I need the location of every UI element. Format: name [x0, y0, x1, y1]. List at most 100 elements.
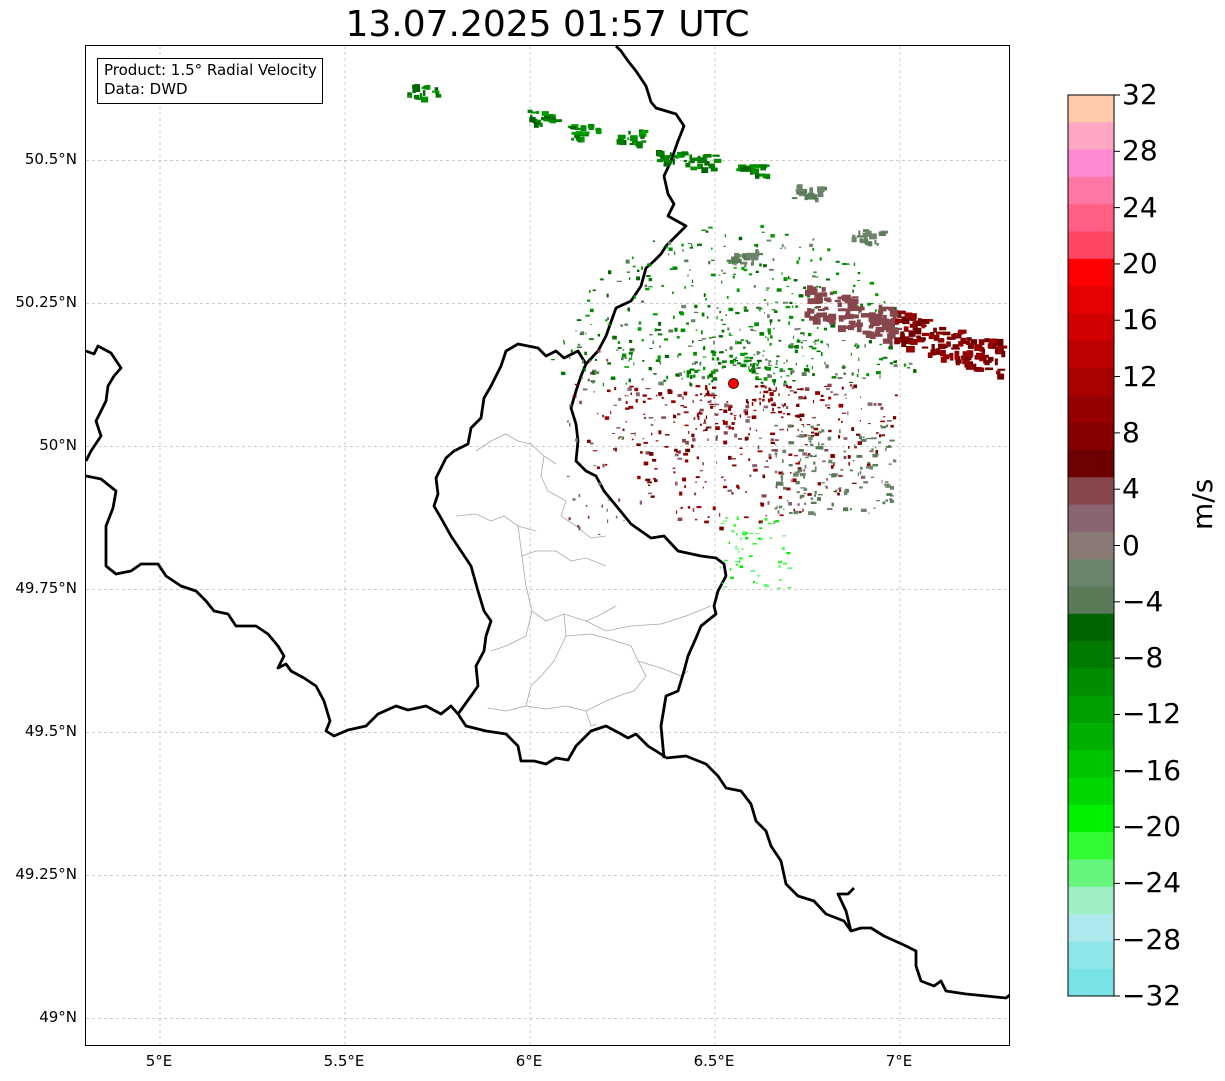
velocity-echo — [745, 491, 747, 493]
velocity-echo — [856, 326, 862, 333]
velocity-echo — [762, 394, 765, 398]
velocity-echo — [888, 338, 893, 344]
velocity-echo — [755, 367, 760, 369]
velocity-echo — [851, 298, 859, 305]
velocity-echo — [729, 346, 733, 350]
velocity-echo — [937, 338, 945, 343]
velocity-echo — [974, 344, 983, 351]
velocity-echo — [683, 370, 686, 373]
velocity-echo — [767, 337, 769, 341]
velocity-echo — [736, 168, 741, 172]
velocity-echo — [814, 454, 817, 457]
velocity-echo — [940, 349, 946, 357]
velocity-echo — [776, 505, 778, 509]
velocity-echo — [721, 280, 723, 284]
velocity-echo — [730, 412, 733, 415]
velocity-echo — [797, 468, 803, 472]
velocity-echo — [648, 286, 653, 288]
velocity-echo — [680, 506, 684, 509]
velocity-echo — [656, 394, 658, 397]
velocity-echo — [954, 353, 959, 360]
colorbar-band — [1068, 941, 1114, 970]
velocity-echo — [696, 506, 702, 509]
velocity-echo — [571, 131, 579, 135]
velocity-echo — [921, 319, 930, 324]
velocity-echo — [757, 360, 760, 364]
velocity-echo — [786, 552, 791, 555]
velocity-echo — [642, 400, 646, 403]
velocity-echo — [768, 387, 771, 391]
velocity-echo — [618, 436, 620, 440]
velocity-echo — [693, 311, 699, 314]
map-panel[interactable] — [85, 45, 1010, 1046]
velocity-echo — [767, 328, 771, 333]
velocity-echo — [799, 472, 806, 477]
velocity-echo — [718, 351, 724, 354]
velocity-echo — [750, 363, 752, 367]
velocity-echo — [951, 334, 960, 339]
velocity-echo — [801, 319, 805, 322]
velocity-echo — [658, 392, 663, 396]
velocity-echo — [745, 399, 748, 404]
velocity-echo — [763, 299, 766, 301]
velocity-echo — [578, 526, 581, 531]
velocity-echo — [660, 381, 664, 386]
velocity-echo — [787, 276, 790, 280]
velocity-echo — [694, 481, 698, 483]
velocity-echo — [833, 290, 837, 295]
velocity-echo — [642, 394, 647, 397]
velocity-echo — [735, 548, 739, 550]
velocity-echo — [643, 461, 649, 466]
velocity-echo — [701, 330, 703, 335]
velocity-echo — [634, 432, 636, 436]
velocity-echo — [729, 360, 735, 364]
velocity-echo — [801, 424, 804, 426]
velocity-echo — [889, 341, 893, 347]
velocity-echo — [622, 353, 627, 358]
velocity-echo — [838, 474, 843, 478]
velocity-echo — [769, 319, 773, 323]
velocity-echo — [588, 127, 594, 131]
velocity-echo — [933, 327, 937, 333]
velocity-echo — [654, 328, 657, 332]
lat-tick-label: 50.25°N — [15, 293, 77, 312]
velocity-echo — [620, 324, 624, 327]
velocity-echo — [841, 295, 846, 298]
velocity-echo — [879, 375, 881, 379]
velocity-echo — [702, 462, 704, 466]
velocity-echo — [813, 461, 816, 465]
velocity-echo — [931, 334, 939, 338]
map-canvas[interactable] — [86, 46, 1010, 1046]
velocity-echo — [774, 439, 779, 441]
velocity-echo — [811, 366, 813, 370]
velocity-echo — [765, 289, 769, 291]
velocity-echo — [701, 375, 706, 380]
velocity-echo — [699, 157, 708, 162]
colorbar-band — [1068, 422, 1114, 451]
velocity-echo — [572, 395, 577, 398]
velocity-echo — [753, 285, 756, 288]
velocity-echo — [748, 555, 753, 558]
velocity-echo — [567, 420, 569, 423]
velocity-echo — [887, 420, 892, 422]
velocity-echo — [851, 296, 859, 299]
velocity-echo — [575, 131, 583, 135]
velocity-echo — [854, 444, 856, 448]
velocity-echo — [798, 294, 804, 298]
velocity-echo — [661, 284, 664, 287]
velocity-echo — [800, 388, 804, 391]
data-source-label: Data: DWD — [104, 80, 188, 98]
velocity-echo — [877, 403, 882, 406]
velocity-echo — [757, 450, 763, 453]
velocity-echo — [652, 340, 655, 345]
velocity-echo — [568, 517, 571, 521]
velocity-echo — [760, 502, 765, 507]
velocity-echo — [790, 343, 794, 347]
velocity-echo — [699, 410, 701, 413]
velocity-echo — [735, 258, 742, 263]
velocity-echo — [878, 231, 886, 236]
velocity-echo — [655, 359, 661, 362]
velocity-echo — [875, 446, 877, 449]
velocity-echo — [754, 322, 759, 327]
velocity-echo — [627, 387, 632, 391]
